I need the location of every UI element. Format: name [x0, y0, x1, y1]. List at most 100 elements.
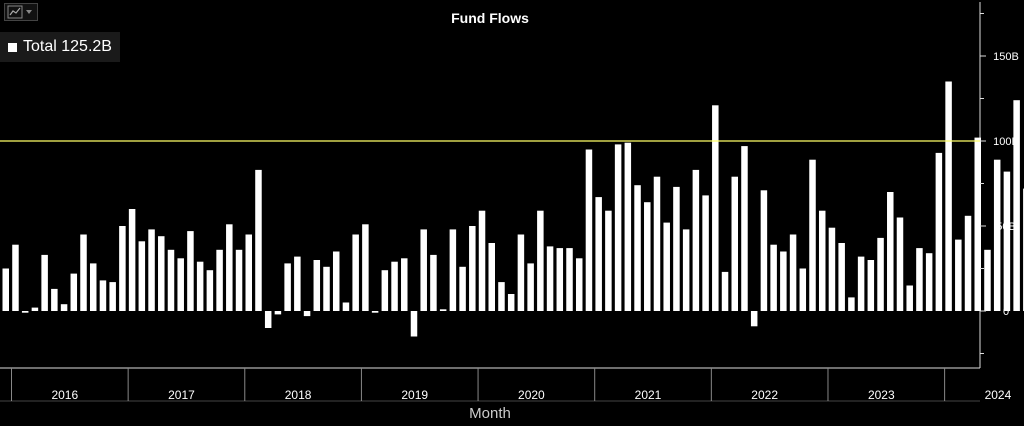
bar[interactable]	[362, 224, 369, 311]
bar[interactable]	[303, 311, 311, 317]
bar[interactable]	[109, 282, 116, 311]
bar[interactable]	[789, 234, 797, 312]
bar[interactable]	[906, 285, 913, 312]
bar[interactable]	[653, 176, 661, 311]
bar[interactable]	[469, 226, 476, 311]
bar[interactable]	[41, 254, 48, 311]
bar[interactable]	[196, 261, 204, 311]
bar[interactable]	[517, 234, 525, 312]
bar[interactable]	[887, 192, 894, 311]
bar[interactable]	[925, 253, 933, 311]
bar[interactable]	[984, 249, 991, 311]
bar[interactable]	[478, 210, 486, 311]
bar[interactable]	[352, 234, 359, 312]
bar[interactable]	[148, 229, 155, 311]
bar[interactable]	[634, 185, 641, 311]
bar[interactable]	[585, 149, 593, 312]
bar[interactable]	[294, 256, 301, 311]
bar[interactable]	[770, 244, 777, 311]
bar[interactable]	[206, 270, 214, 311]
bar[interactable]	[760, 190, 768, 311]
bar[interactable]	[575, 258, 583, 311]
bar[interactable]	[264, 311, 272, 328]
bar[interactable]	[498, 282, 505, 311]
bar[interactable]	[449, 229, 457, 311]
bar[interactable]	[216, 249, 223, 311]
bar[interactable]	[488, 243, 496, 311]
bar[interactable]	[430, 254, 437, 311]
bar[interactable]	[119, 226, 126, 311]
bar[interactable]	[741, 146, 748, 311]
bar-series-total[interactable]	[0, 34, 1024, 337]
bar[interactable]	[818, 210, 826, 311]
bar[interactable]	[158, 236, 165, 311]
bar[interactable]	[235, 249, 243, 311]
bar[interactable]	[187, 231, 194, 311]
bar[interactable]	[945, 81, 952, 312]
bar[interactable]	[21, 311, 29, 313]
bar[interactable]	[2, 268, 10, 312]
bar[interactable]	[595, 197, 602, 311]
bar[interactable]	[332, 251, 340, 312]
bar[interactable]	[401, 258, 408, 311]
bar[interactable]	[342, 302, 350, 312]
bar[interactable]	[974, 137, 982, 311]
bar[interactable]	[138, 241, 146, 311]
bar[interactable]	[857, 256, 865, 311]
bar[interactable]	[274, 311, 282, 315]
bar[interactable]	[673, 186, 680, 311]
bar[interactable]	[167, 249, 175, 311]
bar[interactable]	[624, 142, 632, 311]
bar[interactable]	[1003, 171, 1011, 311]
bar[interactable]	[381, 270, 389, 311]
bar[interactable]	[964, 215, 972, 311]
bar[interactable]	[838, 243, 845, 311]
bar[interactable]	[896, 217, 904, 312]
bar[interactable]	[702, 195, 709, 311]
bar[interactable]	[323, 266, 330, 311]
bar[interactable]	[537, 210, 544, 311]
bar[interactable]	[614, 144, 622, 311]
bar[interactable]	[80, 234, 87, 312]
bar[interactable]	[1013, 100, 1020, 311]
bar[interactable]	[605, 210, 612, 311]
bar[interactable]	[692, 169, 700, 311]
bar[interactable]	[916, 248, 923, 311]
bar[interactable]	[51, 288, 58, 311]
bar[interactable]	[371, 311, 379, 313]
bar[interactable]	[780, 251, 787, 312]
bar[interactable]	[255, 169, 262, 311]
bar[interactable]	[712, 105, 719, 311]
bar[interactable]	[284, 263, 291, 311]
bar[interactable]	[177, 258, 184, 311]
bar[interactable]	[459, 266, 466, 311]
bar[interactable]	[60, 304, 68, 311]
bar[interactable]	[99, 280, 107, 311]
chart-type-button[interactable]	[4, 3, 38, 21]
bar[interactable]	[721, 271, 729, 311]
bar[interactable]	[89, 263, 97, 311]
bar[interactable]	[993, 159, 1001, 311]
bar[interactable]	[867, 260, 875, 311]
bar[interactable]	[439, 309, 447, 311]
bar[interactable]	[245, 234, 253, 312]
bar[interactable]	[546, 246, 554, 311]
bar[interactable]	[31, 307, 39, 311]
bar[interactable]	[507, 294, 515, 311]
legend[interactable]: Total 125.2B	[0, 32, 120, 62]
bar[interactable]	[799, 268, 807, 312]
bar[interactable]	[420, 229, 427, 311]
bar[interactable]	[935, 152, 943, 311]
bar[interactable]	[313, 260, 321, 311]
bar[interactable]	[391, 261, 398, 311]
bar[interactable]	[128, 209, 136, 311]
bar[interactable]	[663, 222, 670, 311]
bar[interactable]	[226, 224, 233, 311]
bar[interactable]	[527, 263, 534, 311]
bar[interactable]	[410, 311, 418, 337]
bar[interactable]	[828, 227, 836, 311]
bar[interactable]	[644, 202, 651, 311]
bar[interactable]	[12, 244, 19, 311]
bar[interactable]	[556, 248, 564, 311]
bar[interactable]	[731, 176, 739, 311]
